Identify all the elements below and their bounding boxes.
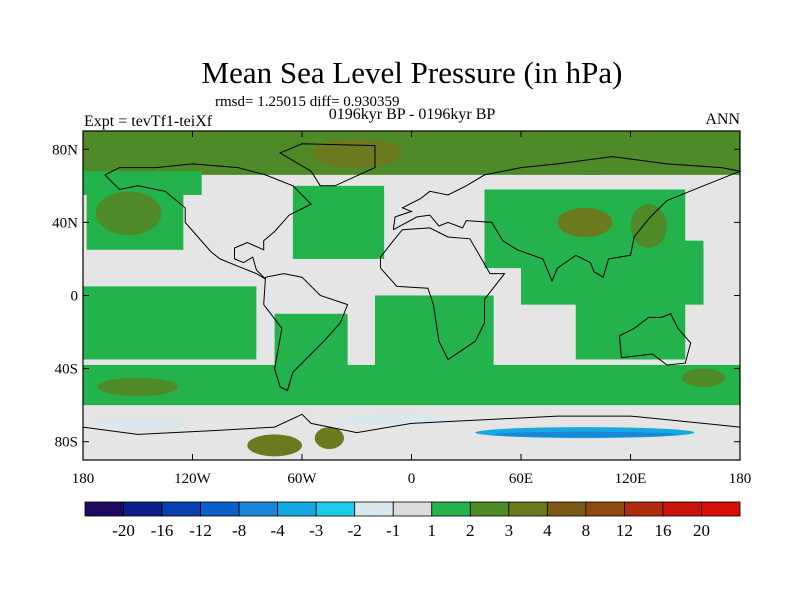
colorbar-label: -2: [348, 521, 362, 540]
field-patch: [530, 145, 658, 175]
colorbar-swatch: [161, 501, 201, 517]
coastline: [278, 143, 376, 187]
field-patch: [314, 427, 344, 450]
field-patch: [630, 204, 667, 248]
colorbar-swatch: [662, 501, 702, 517]
field-band: [274, 313, 348, 378]
x-tick-label: 180: [72, 471, 95, 487]
field-band: [375, 295, 494, 369]
colorbar-label: 8: [582, 521, 591, 540]
coastline: [619, 313, 692, 366]
center-label: 0196kyr BP - 0196kyr BP: [329, 106, 496, 123]
map-plot-area: [83, 131, 740, 460]
field-patch: [92, 417, 184, 429]
field-band: [83, 364, 740, 406]
x-tick-label: 60E: [509, 471, 533, 487]
field-patch: [493, 431, 677, 438]
field-band: [292, 185, 385, 259]
colorbar-label: -3: [309, 521, 323, 540]
colorbar-swatch: [238, 501, 279, 517]
colorbar-swatch: [546, 501, 587, 517]
colorbar-swatch: [469, 501, 510, 517]
colorbar-label: 2: [466, 521, 475, 540]
y-tick-label: 40N: [52, 215, 78, 231]
y-tick-label: 0: [71, 289, 79, 305]
field-patch: [338, 414, 448, 426]
colorbar-label: 16: [654, 521, 671, 540]
colorbar-swatch: [354, 501, 394, 517]
colorbar-swatch: [585, 501, 625, 517]
map-axes: 180 120W 60W 0 60E 120E 180 80N 40N 0 40S 80S: [52, 131, 751, 487]
right-label: ANN: [705, 111, 740, 128]
colorbar-label: -8: [232, 521, 246, 540]
y-tick-label: 80N: [52, 142, 78, 158]
x-tick-label: 180: [729, 471, 752, 487]
field-patch: [557, 207, 613, 238]
x-tick-label: 0: [408, 471, 416, 487]
field-patch: [247, 434, 302, 457]
field-band: [83, 286, 257, 360]
colorbar-swatch: [315, 501, 356, 517]
colorbar-swatch: [431, 501, 471, 517]
colorbar-label: 1: [428, 521, 437, 540]
coastline: [380, 227, 506, 361]
colorbar-label: -4: [271, 521, 286, 540]
coastlines: [82, 143, 742, 435]
field-band: [575, 277, 686, 360]
colorbar-label: -1: [386, 521, 400, 540]
x-tick-label: 120E: [615, 471, 647, 487]
colorbar-swatch: [624, 501, 664, 517]
coastline: [82, 413, 741, 435]
colorbar-label: -20: [112, 521, 135, 540]
colorbar-swatch: [123, 501, 163, 517]
left-label: Expt = tevTf1-teiXf: [84, 113, 213, 130]
chart-title: Mean Sea Level Pressure (in hPa): [202, 55, 623, 90]
colorbar-label: -12: [189, 521, 212, 540]
coastline: [392, 156, 742, 283]
colorbar-label: 4: [543, 521, 552, 540]
colorbar-swatch: [392, 501, 433, 517]
colorbar: -20 -16 -12 -8 -4 -3 -2 -1 1 2 3 4 8 12 16 20: [84, 501, 741, 540]
colorbar-swatch: [508, 501, 548, 517]
field-patch: [311, 138, 403, 168]
field-patch: [95, 191, 162, 236]
coastline: [263, 273, 349, 392]
colorbar-swatch: [701, 501, 741, 517]
y-tick-label: 40S: [55, 362, 78, 378]
colorbar-swatch: [277, 501, 317, 517]
x-tick-label: 60W: [287, 471, 317, 487]
colorbar-label: -16: [151, 521, 174, 540]
x-tick-label: 120W: [174, 471, 212, 487]
y-tick-label: 80S: [55, 435, 78, 451]
field-patch: [97, 377, 178, 397]
colorbar-label: 20: [693, 521, 710, 540]
colorbar-swatch: [84, 501, 124, 517]
colorbar-label: 12: [616, 521, 633, 540]
colorbar-label: 3: [505, 521, 514, 540]
coastline: [104, 163, 312, 280]
stats-line: rmsd= 1.25015 diff= 0.930359: [215, 94, 400, 110]
colorbar-swatch: [200, 501, 240, 517]
field-patch: [681, 368, 726, 387]
